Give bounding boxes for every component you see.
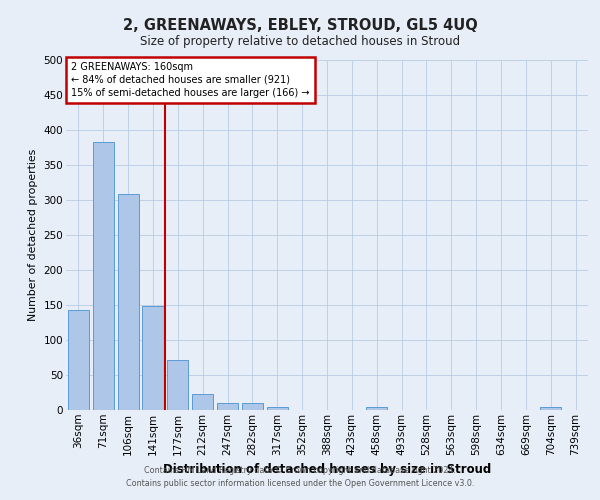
- Text: 2 GREENAWAYS: 160sqm
← 84% of detached houses are smaller (921)
15% of semi-deta: 2 GREENAWAYS: 160sqm ← 84% of detached h…: [71, 62, 310, 98]
- Text: 2, GREENAWAYS, EBLEY, STROUD, GL5 4UQ: 2, GREENAWAYS, EBLEY, STROUD, GL5 4UQ: [122, 18, 478, 32]
- Bar: [540, 407, 561, 410]
- Bar: [167, 360, 188, 410]
- Bar: [217, 403, 238, 410]
- Bar: [366, 407, 387, 410]
- Bar: [93, 142, 114, 410]
- Bar: [118, 194, 139, 410]
- Text: Size of property relative to detached houses in Stroud: Size of property relative to detached ho…: [140, 35, 460, 48]
- Text: Contains HM Land Registry data © Crown copyright and database right 2024.
Contai: Contains HM Land Registry data © Crown c…: [126, 466, 474, 487]
- Bar: [142, 306, 164, 410]
- Y-axis label: Number of detached properties: Number of detached properties: [28, 149, 38, 321]
- Bar: [267, 407, 288, 410]
- X-axis label: Distribution of detached houses by size in Stroud: Distribution of detached houses by size …: [163, 463, 491, 476]
- Bar: [192, 394, 213, 410]
- Bar: [242, 403, 263, 410]
- Bar: [68, 310, 89, 410]
